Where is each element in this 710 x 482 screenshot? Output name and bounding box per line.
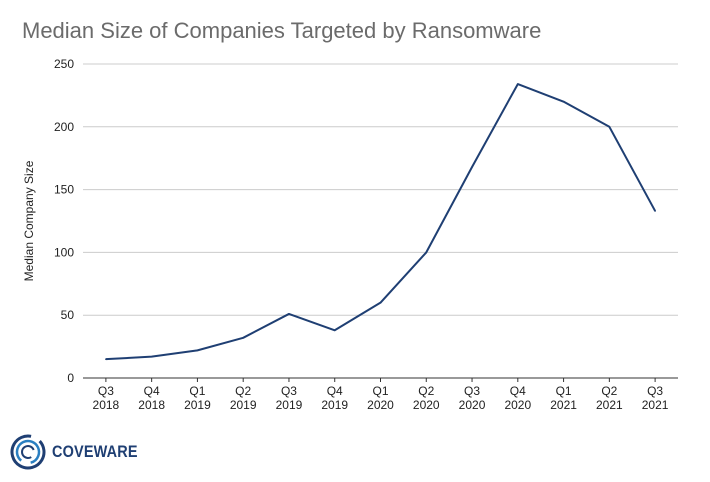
data-point [608,126,611,128]
x-tick-label-quarter: Q3 [464,384,480,398]
data-point [471,166,473,168]
y-tick-label: 0 [67,371,74,385]
x-tick-label-year: 2019 [321,398,348,412]
coveware-logo-text: COVEWARE [52,442,138,461]
x-tick-label-quarter: Q3 [281,384,297,398]
series-line [105,83,656,361]
data-point [105,358,107,360]
data-point [333,329,336,332]
x-tick-label-year: 2019 [230,398,257,412]
y-tick-label: 200 [54,120,74,134]
x-tick-label-year: 2019 [276,398,303,412]
x-tick-label-quarter: Q2 [235,384,251,398]
x-tick-label-quarter: Q1 [189,384,205,398]
data-point [562,100,565,103]
data-point [196,349,199,352]
data-point [654,210,656,212]
coveware-logo: COVEWARE [10,430,153,474]
x-tick-label-year: 2018 [93,398,120,412]
x-tick-label-year: 2020 [459,398,486,412]
data-point [379,301,382,304]
x-tick-label-year: 2021 [596,398,623,412]
x-tick-label-quarter: Q2 [418,384,434,398]
x-tick-label-year: 2018 [138,398,165,412]
y-tick-label: 250 [54,57,74,71]
x-tick-label-quarter: Q3 [647,384,663,398]
y-axis-label: Median Company Size [22,160,36,281]
data-point [242,337,244,339]
y-tick-label: 150 [54,183,74,197]
data-point [150,355,153,358]
x-tick-label-quarter: Q1 [372,384,388,398]
x-tick-label-quarter: Q4 [510,384,526,398]
y-tick-label: 100 [54,245,74,259]
x-tick-label-quarter: Q3 [98,384,114,398]
x-tick-label-year: 2020 [367,398,394,412]
data-point [425,251,428,254]
data-point [288,313,290,315]
x-tick-label-quarter: Q1 [556,384,572,398]
x-tick-label-year: 2019 [184,398,211,412]
x-tick-label-quarter: Q4 [327,384,343,398]
x-tick-label-year: 2021 [550,398,577,412]
x-tick-label-year: 2020 [413,398,440,412]
coveware-logo-icon [10,434,46,470]
data-point [517,83,519,85]
x-tick-label-year: 2020 [504,398,531,412]
x-tick-label-year: 2021 [642,398,669,412]
chart-title: Median Size of Companies Targeted by Ran… [22,18,542,43]
x-tick-label-quarter: Q2 [601,384,617,398]
y-tick-label: 50 [61,308,75,322]
x-tick-label-quarter: Q4 [144,384,160,398]
